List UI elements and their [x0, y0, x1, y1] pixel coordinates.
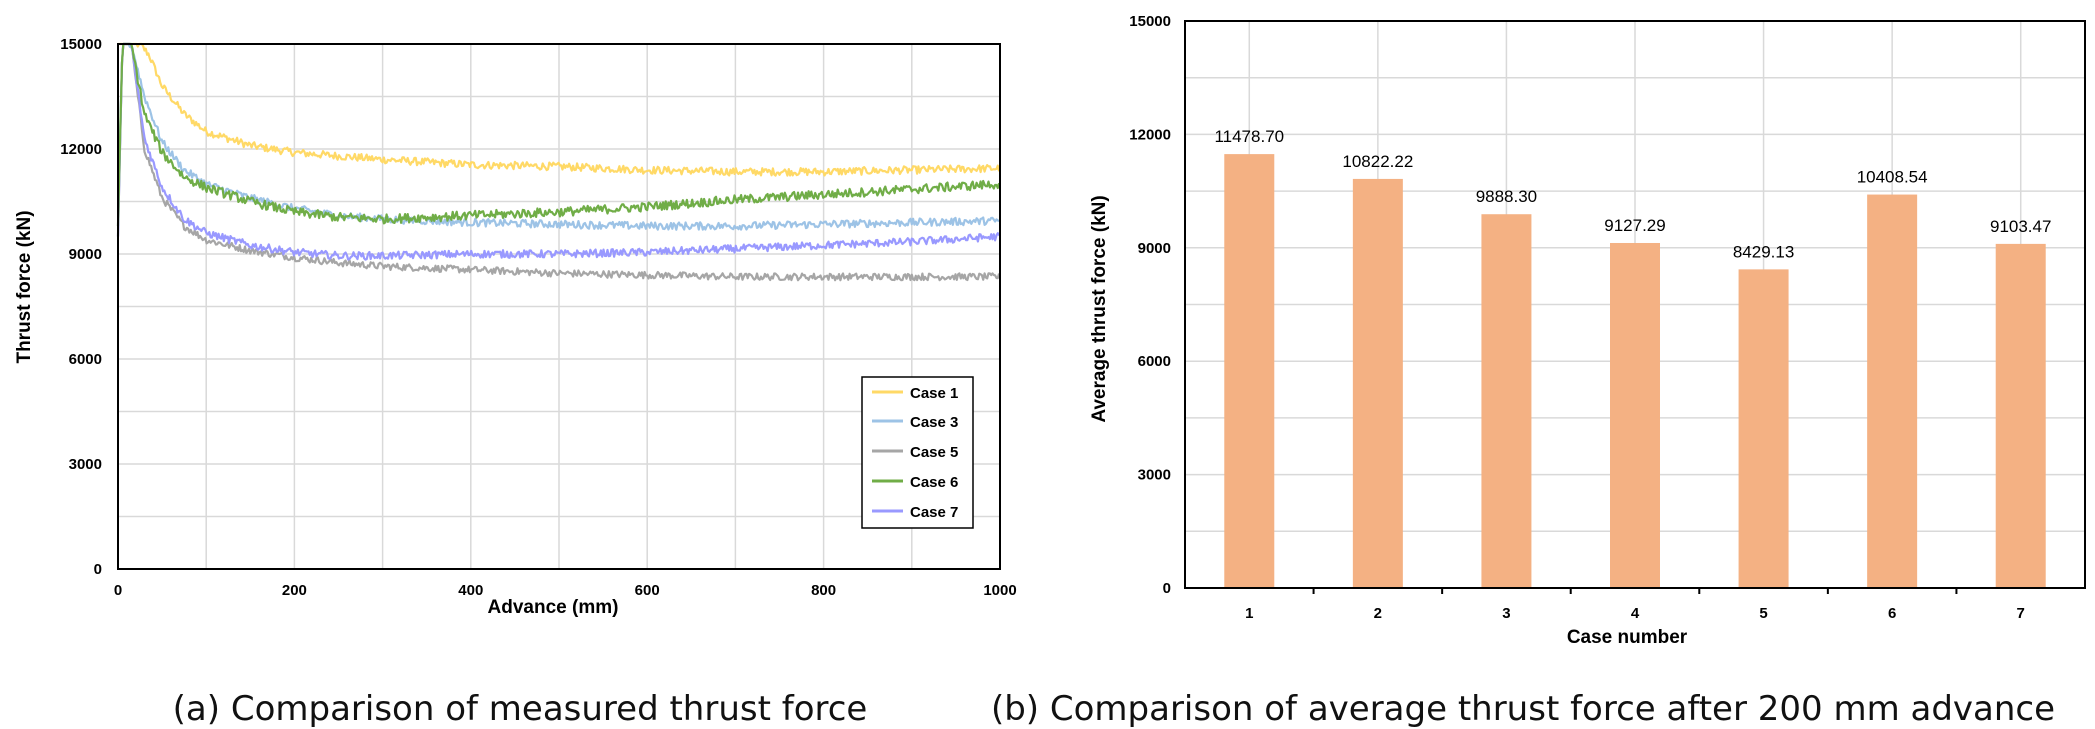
x-tick-label: 600 — [635, 582, 660, 599]
bar-chart: 0 3000 6000 9000 12000 15000 1 2 3 4 5 6 7 11478.70… — [991, 13, 2086, 729]
bar-chart-x-axis-label: Case number — [1567, 627, 1688, 648]
series-line-case-6 — [116, 42, 1001, 227]
caption-b: (b) Comparison of average thrust force a… — [991, 689, 2055, 729]
bar-case-6 — [1867, 194, 1918, 588]
y-tick-label: 15000 — [1129, 13, 1171, 30]
y-tick-label: 15000 — [60, 36, 102, 53]
bar-case-4 — [1610, 242, 1660, 588]
y-tick-label: 6000 — [69, 351, 102, 368]
x-tick-label: 4 — [1631, 605, 1640, 622]
bar-chart-plot-frame — [1184, 20, 2086, 589]
bar-case-1 — [1224, 154, 1275, 588]
y-tick-label: 12000 — [1129, 126, 1171, 143]
line-chart-plot-frame — [117, 43, 1001, 570]
bar-chart-data-labels: 11478.70 10822.22 9888.30 9127.29 8429.13 104… — [1214, 127, 2051, 261]
x-tick-label: 6 — [1888, 605, 1896, 622]
y-tick-label: 9000 — [69, 246, 102, 263]
legend-label-case-7: Case 7 — [910, 504, 958, 521]
y-tick-label: 9000 — [1138, 240, 1171, 257]
bar-chart-x-ticks: 1 2 3 4 5 6 7 — [1245, 605, 2025, 622]
x-tick-label: 2 — [1374, 605, 1382, 622]
x-tick-label: 3 — [1502, 605, 1510, 622]
data-label-case-7: 9103.47 — [1990, 217, 2051, 236]
x-tick-label: 1 — [1245, 605, 1253, 622]
data-label-case-4: 9127.29 — [1604, 216, 1665, 235]
line-chart-y-axis-label: Thrust force (kN) — [14, 210, 35, 363]
line-chart-y-ticks: 0 3000 6000 9000 12000 15000 — [60, 36, 102, 578]
data-label-case-3: 9888.30 — [1476, 187, 1537, 206]
series-line-case-7 — [116, 42, 1001, 261]
legend-label-case-1: Case 1 — [910, 385, 958, 402]
data-label-case-6: 10408.54 — [1857, 168, 1928, 187]
y-tick-label: 12000 — [60, 141, 102, 158]
bar-chart-bars — [1224, 154, 2046, 588]
x-tick-label: 7 — [2017, 605, 2025, 622]
bar-case-3 — [1481, 214, 1532, 588]
series-line-case-1 — [118, 42, 1001, 177]
line-chart-series — [116, 42, 1001, 282]
y-tick-label: 6000 — [1138, 353, 1171, 370]
bar-case-7 — [1995, 243, 2046, 588]
x-tick-label: 0 — [114, 582, 122, 599]
data-label-case-2: 10822.22 — [1342, 152, 1413, 171]
data-label-case-1: 11478.70 — [1214, 127, 1284, 146]
bar-chart-y-axis-label: Average thrust force (kN) — [1089, 195, 1110, 422]
x-tick-label: 400 — [458, 582, 483, 599]
x-tick-label: 800 — [811, 582, 836, 599]
legend-label-case-5: Case 5 — [910, 444, 958, 461]
x-tick-label: 200 — [282, 582, 307, 599]
bar-case-2 — [1352, 178, 1403, 588]
bar-chart-y-ticks: 0 3000 6000 9000 12000 15000 — [1129, 13, 1171, 597]
y-tick-label: 3000 — [69, 456, 102, 473]
line-chart-grid — [118, 44, 1000, 569]
bar-chart-x-tick-marks — [1312, 588, 1958, 594]
line-chart-legend: Case 1 Case 3 Case 5 Case 6 Case 7 — [861, 376, 974, 529]
line-chart-x-ticks: 0 200 400 600 800 1000 — [114, 582, 1017, 599]
legend-label-case-3: Case 3 — [910, 414, 958, 431]
y-tick-label: 0 — [1163, 580, 1171, 597]
series-line-case-5 — [116, 42, 1001, 282]
line-chart-x-axis-label: Advance (mm) — [488, 597, 619, 618]
legend-label-case-6: Case 6 — [910, 474, 958, 491]
x-tick-label: 5 — [1759, 605, 1767, 622]
line-chart: 0 3000 6000 9000 12000 15000 0 200 400 600 800 100… — [14, 36, 1017, 729]
y-tick-label: 0 — [94, 561, 102, 578]
bar-case-5 — [1738, 269, 1789, 588]
x-tick-label: 1000 — [983, 582, 1016, 599]
caption-a: (a) Comparison of measured thrust force — [173, 689, 868, 729]
y-tick-label: 3000 — [1138, 467, 1171, 484]
data-label-case-5: 8429.13 — [1733, 242, 1794, 261]
